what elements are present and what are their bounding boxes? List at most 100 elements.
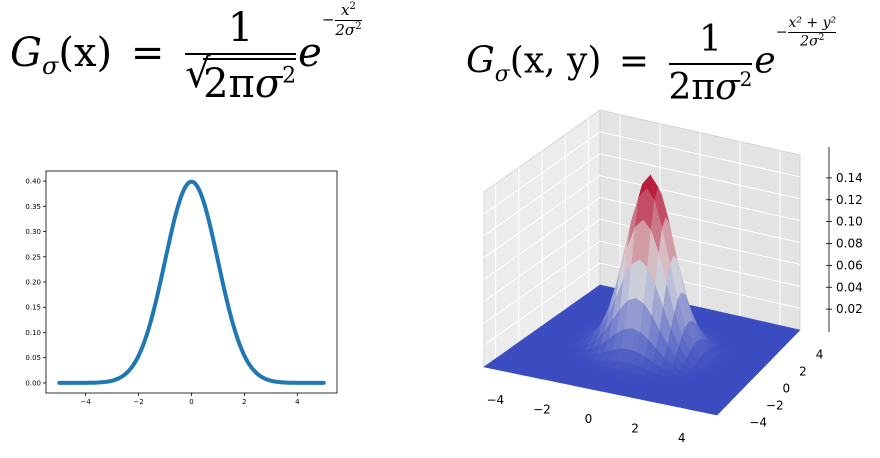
surface-patch xyxy=(566,380,580,387)
surface-patch xyxy=(677,306,690,313)
surface-patch xyxy=(720,397,733,404)
surface-patch xyxy=(616,289,630,295)
surface-patch xyxy=(648,307,661,314)
surface-patch xyxy=(694,360,707,371)
surface-patch xyxy=(503,364,518,370)
surface-patch xyxy=(503,349,518,355)
surface-patch xyxy=(705,402,719,408)
surface-patch xyxy=(560,337,574,343)
surface-patch xyxy=(730,340,743,347)
surface-patch xyxy=(747,352,759,358)
surface-patch xyxy=(612,292,626,298)
surface-patch xyxy=(672,242,684,291)
surface-patch xyxy=(634,235,647,282)
surface-patch xyxy=(574,374,588,381)
surface-grid xyxy=(483,114,801,359)
surface-patch xyxy=(611,320,623,324)
surface-patch xyxy=(711,377,724,383)
surface-patch xyxy=(611,279,624,306)
surface-patch xyxy=(742,347,755,353)
surface-patch xyxy=(652,348,665,369)
surface-patch xyxy=(713,345,726,353)
surface-patch xyxy=(540,352,554,359)
surface-patch xyxy=(747,370,760,376)
surface-patch xyxy=(528,354,542,360)
surface-patch xyxy=(611,299,625,306)
surface-patch xyxy=(528,369,543,375)
surface-patch xyxy=(595,319,608,331)
surface-patch xyxy=(548,362,563,368)
surface-patch xyxy=(708,409,721,416)
x-axis: −4 −2 0 2 4 xyxy=(486,393,685,445)
surface-patch xyxy=(740,358,753,364)
surface-patch xyxy=(544,365,559,371)
surface-patch xyxy=(532,366,547,372)
surface-patch xyxy=(561,368,575,374)
surface-patch xyxy=(626,303,640,309)
surface-patch xyxy=(672,255,685,295)
surface-patch xyxy=(641,298,654,305)
surface-patch xyxy=(697,327,710,337)
surface-patch xyxy=(557,371,571,377)
surface-patch xyxy=(599,322,612,326)
surface-patch xyxy=(647,230,660,287)
formula-1d-exp-sign: − xyxy=(321,10,335,29)
formula-2d-den-const: 2π xyxy=(668,66,716,108)
surface-patch xyxy=(658,380,671,387)
surface-patch xyxy=(741,339,754,346)
surface-patch xyxy=(634,183,647,218)
surface-patch xyxy=(608,389,622,395)
surface-patch xyxy=(648,300,662,306)
surface-patch xyxy=(672,375,686,382)
surface-patch xyxy=(622,248,635,289)
y-tick-label: 0.15 xyxy=(25,304,41,312)
surface-patch xyxy=(654,186,667,231)
surface-patch xyxy=(544,349,558,356)
surface-patch xyxy=(583,327,598,331)
surface-patch xyxy=(692,321,704,341)
formula-2d-exponent: − x² + y² 2σ2 xyxy=(776,16,837,49)
surface-patch xyxy=(483,363,498,370)
surface-patch xyxy=(580,323,594,328)
surface-patch xyxy=(681,311,694,317)
surface-patch xyxy=(584,353,598,361)
surface-patch xyxy=(642,188,655,232)
surface-patch xyxy=(594,375,608,381)
surface-patch xyxy=(598,379,612,386)
formula-2d-g: G xyxy=(466,40,495,82)
surface-patch xyxy=(638,294,651,300)
surface-patch xyxy=(651,285,664,332)
surface-patch xyxy=(656,312,669,320)
surface-patch xyxy=(731,367,744,373)
surface-patch xyxy=(623,210,636,256)
surface-patch xyxy=(545,372,559,379)
grid-line xyxy=(483,153,801,237)
surface-patch xyxy=(670,313,684,324)
surface-patch xyxy=(604,297,617,333)
surface-patch xyxy=(592,321,605,334)
surface-patch xyxy=(715,329,728,336)
surface-patch xyxy=(599,319,613,328)
surface-patch xyxy=(654,384,668,390)
surface-patch xyxy=(665,217,678,261)
surface-patch xyxy=(733,356,746,362)
surface-patch xyxy=(745,344,758,350)
surface-patch xyxy=(616,391,630,397)
surface-patch xyxy=(573,367,587,373)
surface-patch xyxy=(631,386,645,393)
surface-patch xyxy=(702,339,715,350)
surface-patch xyxy=(544,334,558,341)
surface-patch xyxy=(570,377,584,384)
y-tick-label: 0.40 xyxy=(25,178,41,186)
surface-patch xyxy=(659,306,672,312)
x-tick-label: −2 xyxy=(133,398,143,406)
surface-patch xyxy=(607,302,621,309)
surface-patch xyxy=(683,357,695,371)
surface-patch xyxy=(736,371,749,378)
surface-patch xyxy=(696,322,709,328)
surface-patch xyxy=(536,363,551,369)
surface-patch xyxy=(582,293,596,299)
surface-patch xyxy=(599,387,613,394)
surface-patch xyxy=(699,408,713,414)
surface-patch xyxy=(696,328,710,333)
